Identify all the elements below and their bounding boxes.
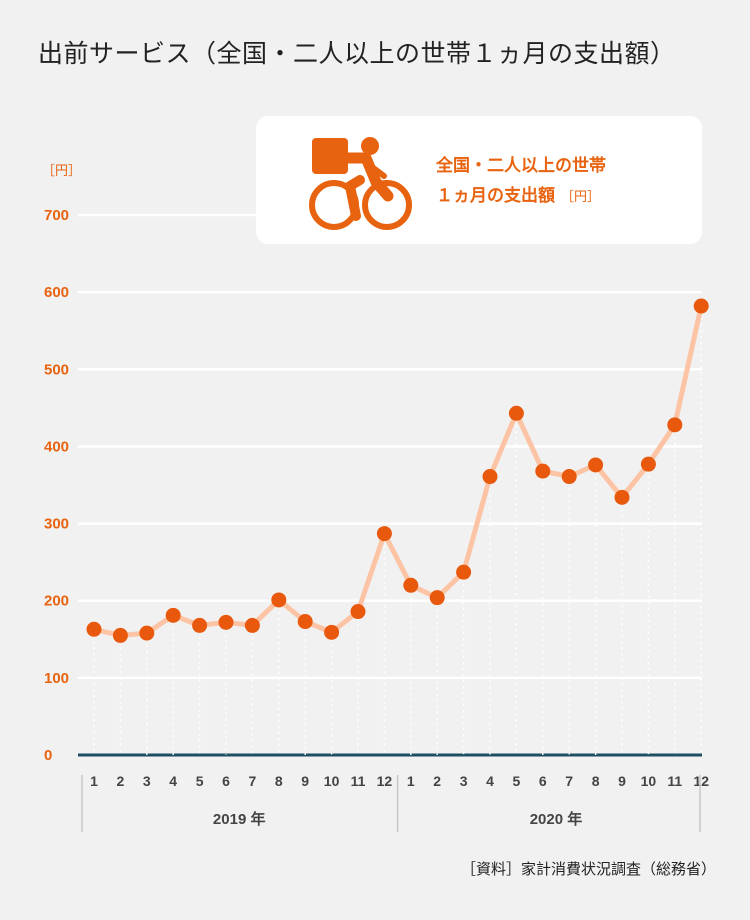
y-tick-label: 200: [44, 593, 69, 610]
x-tick-label: 4: [169, 773, 177, 789]
data-point: [324, 624, 340, 640]
x-axis-year-groups: 2019 年 2020 年: [81, 775, 701, 832]
data-point: [640, 456, 656, 472]
drop-lines: [93, 306, 702, 755]
y-tick-label: 0: [44, 747, 52, 764]
year-label: 2019 年: [213, 810, 266, 828]
x-tick-label: 5: [196, 773, 204, 789]
x-tick-label: 7: [249, 773, 257, 789]
legend-line2: １ヵ月の支出額: [436, 186, 555, 206]
data-point: [456, 564, 472, 580]
delivery-bicycle-icon: [309, 137, 412, 230]
legend-unit: ［円］: [561, 190, 601, 205]
data-point: [508, 405, 524, 421]
y-tick-label: 600: [44, 284, 69, 301]
y-tick-label: 500: [44, 361, 69, 378]
source-note: ［資料］家計消費状況調査（総務省）: [460, 860, 716, 878]
series-points: [86, 298, 709, 643]
data-point: [271, 592, 287, 608]
x-tick-label: 8: [592, 773, 600, 789]
data-point: [112, 627, 128, 643]
data-point: [192, 617, 208, 633]
x-tick-label: 3: [460, 773, 468, 789]
y-tick-label: 700: [44, 207, 69, 224]
x-tick-label: 9: [301, 773, 309, 789]
data-point: [86, 621, 102, 637]
data-point: [376, 526, 392, 542]
grid-lines: [78, 213, 702, 757]
data-point: [165, 607, 181, 623]
x-tick-label: 4: [486, 773, 494, 789]
x-tick-label: 3: [143, 773, 151, 789]
data-point: [561, 469, 577, 485]
x-tick-label: 5: [513, 773, 521, 789]
x-axis-ticks: 1 2 3 4 5 6 7 8 9 10 11 12 1 2 3 4 5 6 7 8 9 10 11 12: [90, 773, 709, 789]
data-point: [588, 457, 604, 473]
series-path: [91, 303, 704, 638]
x-tick-label: 12: [377, 773, 393, 789]
x-tick-label: 8: [275, 773, 283, 789]
x-tick-label: 10: [324, 773, 340, 789]
data-point: [667, 417, 683, 433]
data-point: [693, 298, 709, 314]
x-tick-label: 2: [433, 773, 441, 789]
x-tick-label: 1: [90, 773, 98, 789]
y-tick-label: 100: [44, 670, 69, 687]
y-tick-label: 400: [44, 438, 69, 455]
legend-label: 全国・二人以上の世帯 １ヵ月の支出額 ［円］: [436, 151, 606, 213]
x-tick-label: 6: [539, 773, 547, 789]
x-tick-label: 1: [407, 773, 415, 789]
data-point: [244, 617, 260, 633]
data-point: [139, 625, 155, 641]
data-point: [535, 463, 551, 479]
legend-line1: 全国・二人以上の世帯: [436, 156, 606, 176]
data-point: [614, 489, 630, 505]
legend: 全国・二人以上の世帯 １ヵ月の支出額 ［円］: [256, 116, 702, 244]
y-axis-unit: ［円］: [42, 164, 81, 179]
x-tick-label: 9: [618, 773, 626, 789]
x-tick-label: 12: [693, 773, 709, 789]
series-line: [91, 303, 704, 638]
x-tick-label: 2: [117, 773, 125, 789]
data-point: [350, 604, 366, 620]
x-tick-label: 11: [351, 773, 366, 789]
x-tick-label: 11: [667, 773, 682, 789]
chart-title: 出前サービス（全国・二人以上の世帯１ヵ月の支出額）: [38, 39, 676, 68]
data-point: [482, 469, 498, 485]
data-point: [403, 577, 419, 593]
y-tick-label: 300: [44, 516, 69, 533]
x-tick-label: 6: [222, 773, 230, 789]
y-axis-ticks: 0 100 200 300 400 500 600 700: [44, 207, 69, 764]
x-tick-label: 10: [641, 773, 657, 789]
data-point: [297, 614, 313, 630]
data-point: [429, 590, 445, 606]
x-tick-label: 7: [565, 773, 573, 789]
year-label: 2020 年: [530, 810, 583, 828]
data-point: [218, 614, 234, 630]
